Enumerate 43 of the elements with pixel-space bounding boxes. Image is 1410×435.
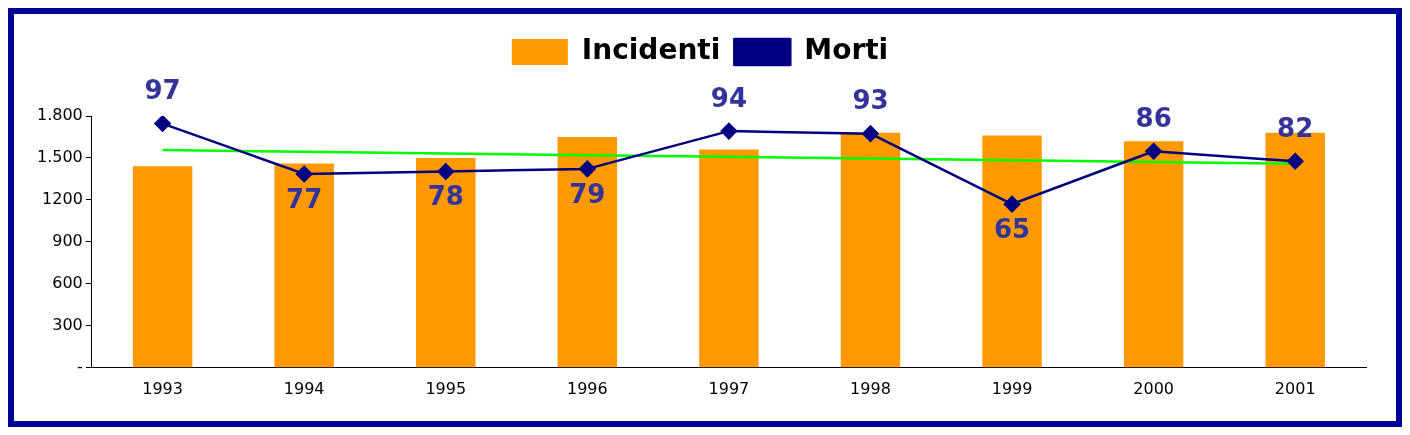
data-label: 79	[569, 178, 606, 209]
bar	[982, 135, 1042, 368]
y-tick-label: 600	[52, 273, 83, 293]
y-tick-label: 1200	[42, 189, 83, 209]
x-tick-label: 1997	[708, 378, 750, 398]
y-tick-label: 900	[52, 231, 83, 251]
x-tick-label: 2000	[1133, 378, 1174, 398]
bar	[699, 149, 759, 368]
point	[1286, 153, 1304, 170]
data-label: 77	[286, 183, 323, 214]
data-label: 65	[993, 213, 1031, 244]
x-tick-label: 1996	[566, 378, 608, 398]
bar	[416, 157, 476, 368]
x-tick-label: 2001	[1274, 378, 1316, 398]
x-tick-label: 1994	[283, 378, 325, 398]
data-label: 94	[710, 82, 747, 113]
legend-label: Morti	[804, 33, 889, 67]
data-label: 93	[852, 85, 889, 116]
x-tick-label: 1998	[850, 378, 891, 398]
point	[295, 165, 313, 183]
y-tick-label: 1.800	[36, 105, 83, 125]
x-tick-label: 1993	[142, 378, 183, 398]
point	[1145, 143, 1162, 160]
point	[154, 116, 171, 132]
data-label: 78	[427, 181, 464, 212]
point	[720, 122, 738, 140]
bar	[840, 132, 901, 368]
y-tick-label: 300	[52, 314, 83, 334]
bar	[1123, 141, 1184, 368]
data-label: 86	[1135, 103, 1172, 133]
data-label: 97	[144, 75, 181, 106]
point	[579, 160, 596, 178]
bar	[274, 163, 334, 368]
y-tick-label: -	[77, 356, 83, 376]
x-tick-label: 1995	[425, 378, 467, 398]
x-tick-label: 1999	[991, 378, 1033, 398]
bar	[557, 136, 618, 368]
y-tick-label: 1.500	[36, 147, 83, 167]
legend-label: Incidenti	[581, 33, 721, 67]
point	[437, 163, 454, 180]
point	[862, 125, 879, 142]
point	[1003, 195, 1021, 213]
bar	[132, 166, 193, 368]
